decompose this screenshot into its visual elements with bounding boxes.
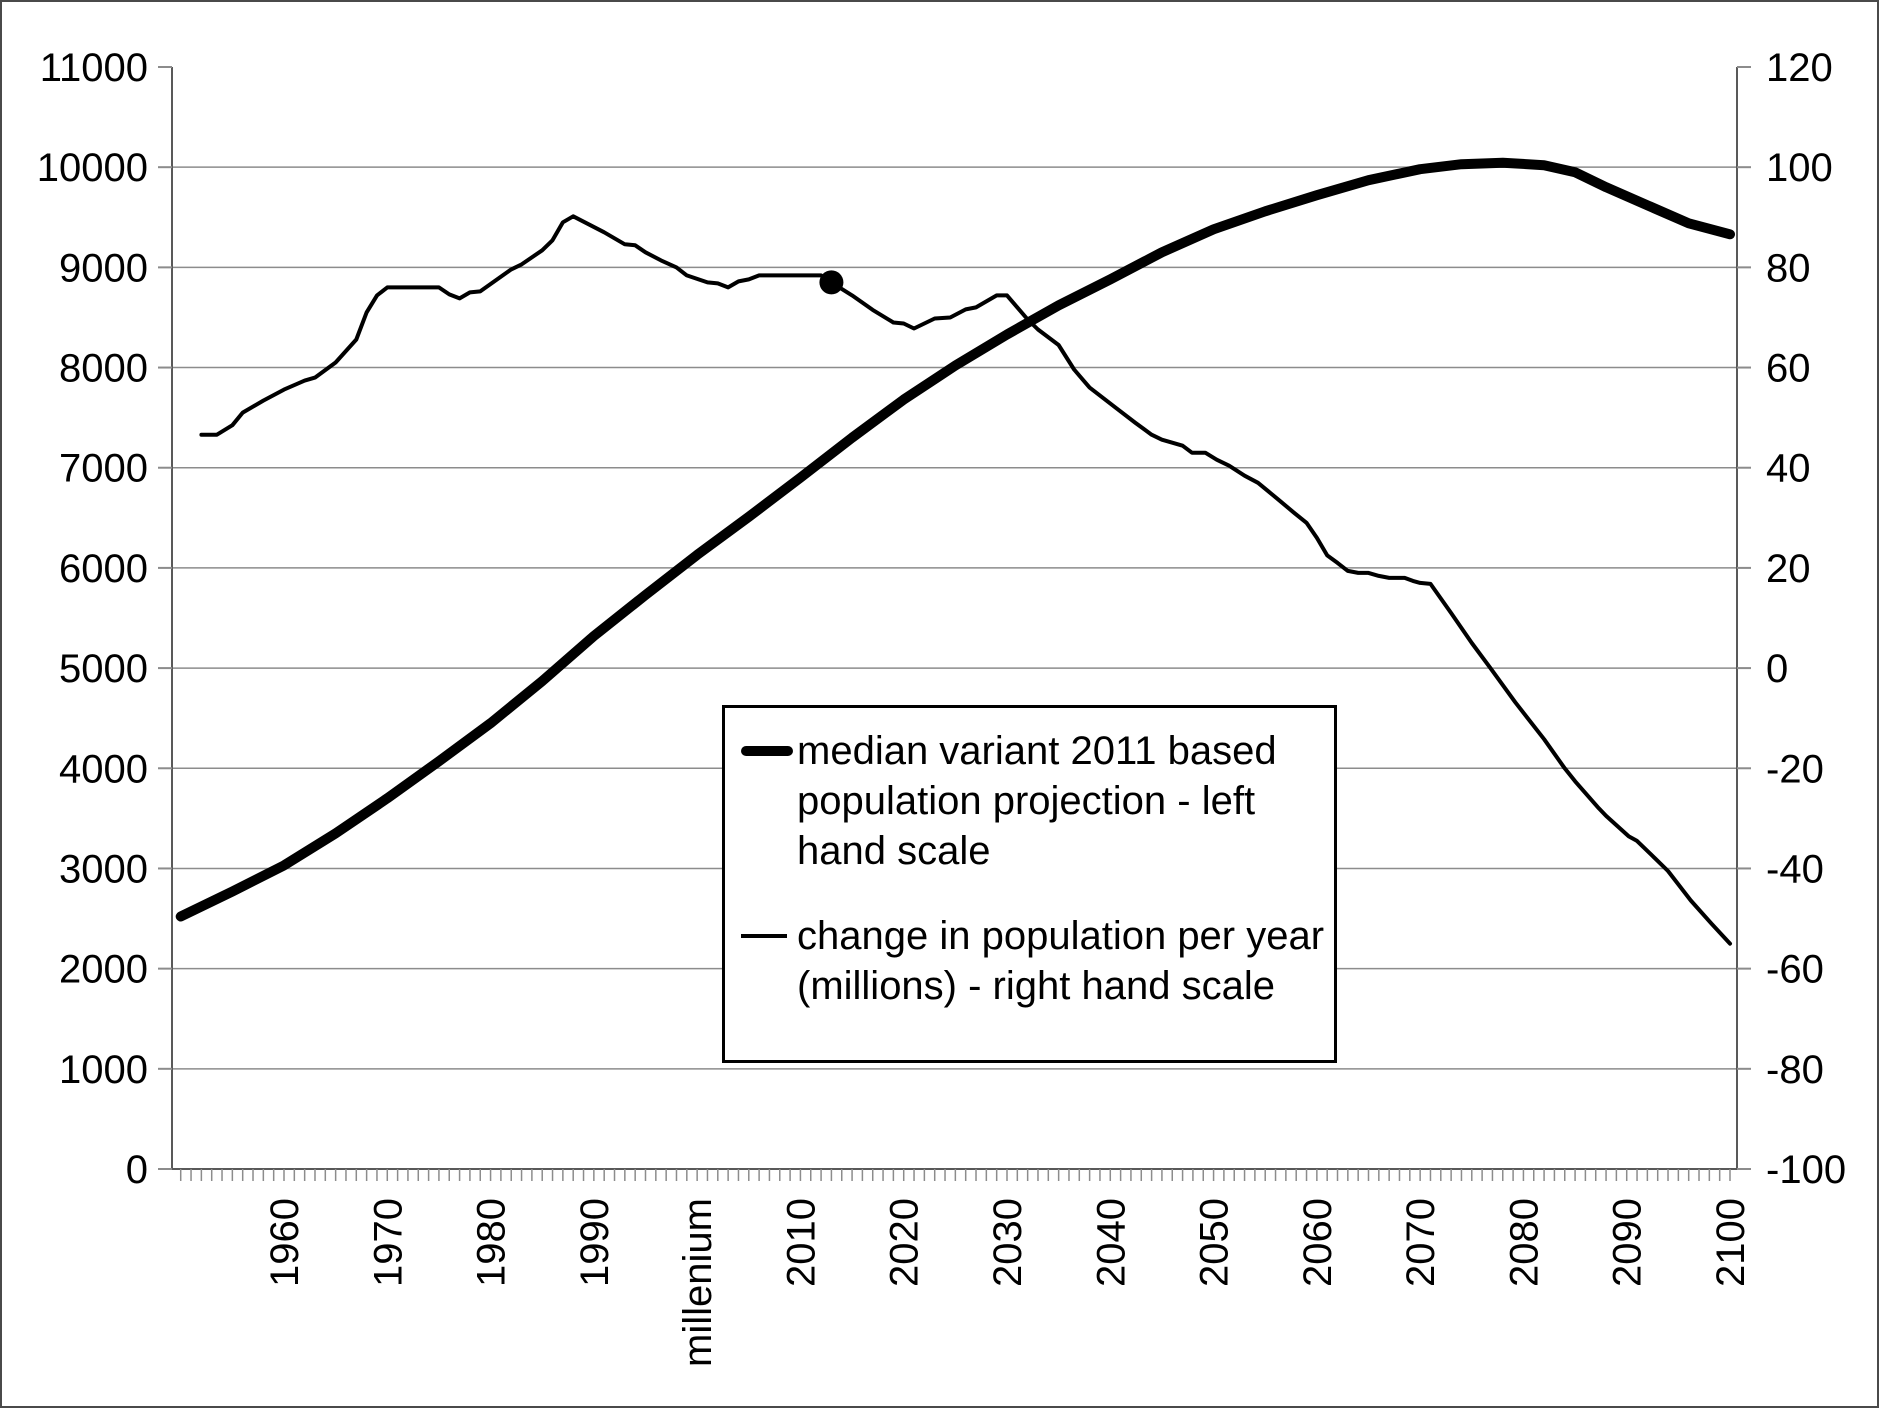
chart-legend: median variant 2011 based population pro… xyxy=(722,705,1337,1063)
legend-label-change: change in population per year (millions)… xyxy=(797,914,1325,1008)
right-axis-tick-label: 40 xyxy=(1766,447,1811,491)
x-axis-tick-label: 1980 xyxy=(470,1198,514,1287)
x-axis-tick-label: 1990 xyxy=(573,1198,617,1287)
x-axis-tick-label: 2010 xyxy=(779,1198,823,1287)
data-point-marker-2013 xyxy=(819,270,844,295)
x-axis-tick-label: 2100 xyxy=(1709,1198,1753,1287)
legend-label-population: median variant 2011 based population pro… xyxy=(797,729,1277,873)
legend-entry-change: change in population per year (millions)… xyxy=(741,911,1326,1011)
thick-line-swatch-icon xyxy=(741,746,793,756)
right-axis-tick-label: -100 xyxy=(1766,1148,1846,1192)
right-axis-tick-label: 120 xyxy=(1766,46,1833,90)
x-axis-tick-label: 2050 xyxy=(1193,1198,1237,1287)
left-axis-tick-label: 7000 xyxy=(59,447,148,491)
right-axis-tick-label: 0 xyxy=(1766,647,1788,691)
left-axis-tick-label: 8000 xyxy=(59,347,148,391)
x-axis-label-millenium: millenium xyxy=(676,1198,720,1367)
right-axis-tick-label: -20 xyxy=(1766,747,1824,791)
legend-entry-population: median variant 2011 based population pro… xyxy=(741,726,1326,876)
right-axis-tick-label: 100 xyxy=(1766,146,1833,190)
right-axis-tick-label: 80 xyxy=(1766,246,1811,290)
x-axis-tick-label: 2020 xyxy=(883,1198,927,1287)
population-change-line xyxy=(199,214,1732,946)
x-axis-tick-label: 2080 xyxy=(1502,1198,1546,1287)
legend-swatch-column xyxy=(741,726,797,756)
right-axis-tick-label: -80 xyxy=(1766,1048,1824,1092)
left-axis-tick-label: 11000 xyxy=(40,46,148,90)
left-axis-tick-label: 10000 xyxy=(37,146,148,190)
x-axis-tick-label: 2040 xyxy=(1089,1198,1133,1287)
right-axis-tick-label: -60 xyxy=(1766,948,1824,992)
right-axis-tick-label: -40 xyxy=(1766,847,1824,891)
x-axis-tick-label: 2090 xyxy=(1606,1198,1650,1287)
x-axis-tick-label: 1960 xyxy=(263,1198,307,1287)
x-axis-tick-label: 2030 xyxy=(986,1198,1030,1287)
left-axis-tick-label: 3000 xyxy=(59,847,148,891)
right-axis-tick-label: 60 xyxy=(1766,347,1811,391)
left-axis-tick-label: 1000 xyxy=(59,1048,148,1092)
left-axis-tick-label: 0 xyxy=(126,1148,148,1192)
population-projection-line xyxy=(175,157,1735,922)
legend-swatch-column xyxy=(741,911,797,938)
x-axis-tick-label: 1970 xyxy=(366,1198,410,1287)
left-axis-tick-label: 4000 xyxy=(59,747,148,791)
left-axis-tick-label: 9000 xyxy=(59,246,148,290)
left-axis-tick-label: 5000 xyxy=(59,647,148,691)
left-axis-tick-label: 6000 xyxy=(59,547,148,591)
x-axis-tick-label: 2070 xyxy=(1399,1198,1443,1287)
thin-line-swatch-icon xyxy=(741,934,787,938)
right-axis-tick-label: 20 xyxy=(1766,547,1811,591)
x-axis-tick-label: 2060 xyxy=(1296,1198,1340,1287)
left-axis-tick-label: 2000 xyxy=(59,948,148,992)
